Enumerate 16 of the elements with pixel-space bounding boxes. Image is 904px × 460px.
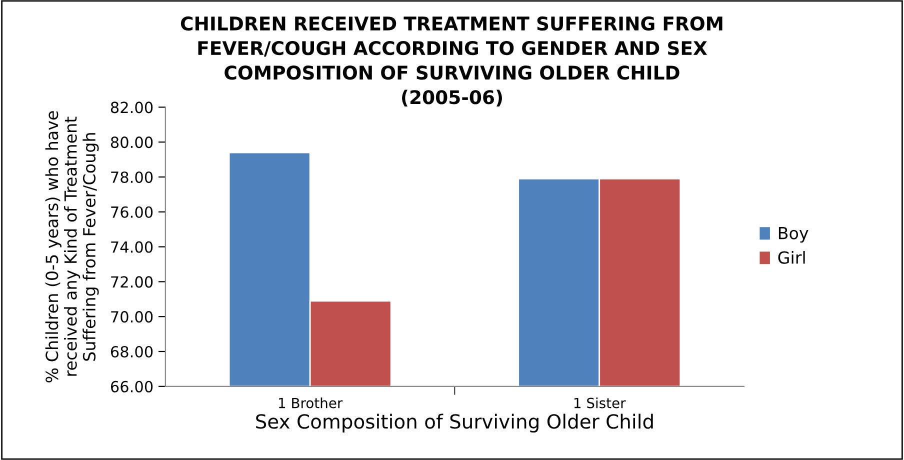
y-tick-label: 78.00 [111, 171, 153, 184]
y-tick-label: 76.00 [111, 206, 153, 218]
y-tick-label: 80.00 [110, 136, 153, 148]
x-tick-label: 1 Brother [279, 398, 343, 408]
y-tick-label: 82.00 [110, 102, 153, 114]
legend-label: Boy [778, 227, 808, 243]
y-tick-label: 74.00 [111, 241, 153, 253]
legend-label: Girl [778, 250, 805, 264]
chart-title: CHILDREN RECEIVED TREATMENT SUFFERING FROM FEVER/COUGH ACCORDING TO GENDER AND SEX COMPOSITION OF SURVIVING OLDER CHILD (2005-06) [180, 16, 722, 106]
x-axis-title: Sex Composition of Surviving Older Child [256, 414, 653, 433]
y-tick-label: 72.00 [111, 276, 153, 288]
y-tick-label: 70.00 [111, 311, 153, 323]
x-tick-label: 1 Sister [574, 398, 626, 408]
y-tick-label: 66.00 [110, 380, 153, 392]
y-axis-title: % Children (0-5 years) who have received any Kind of Treatment Suffering from Fever/Cough [45, 111, 99, 382]
y-tick-label: 68.00 [110, 346, 153, 358]
